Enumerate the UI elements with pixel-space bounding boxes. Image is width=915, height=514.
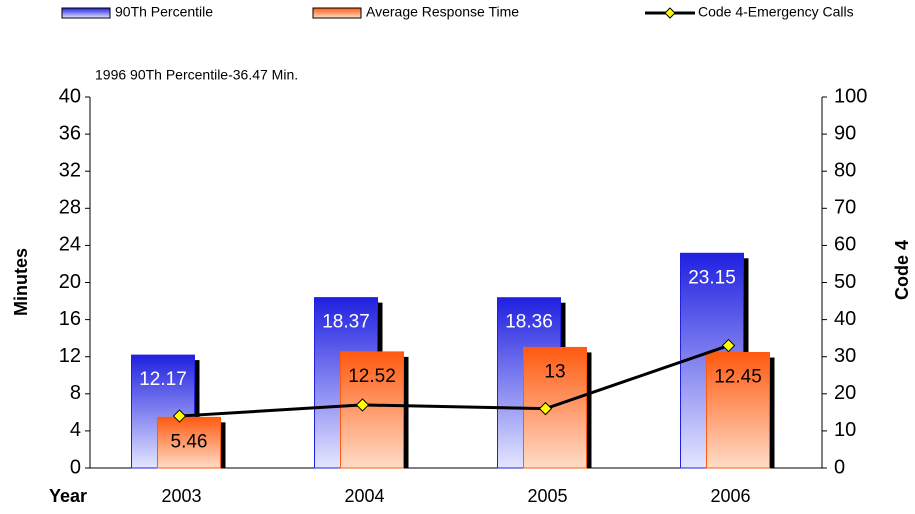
bar bbox=[157, 416, 221, 469]
y2-axis-title: Code 4 bbox=[892, 240, 912, 300]
y2-tick-label: 80 bbox=[834, 159, 856, 181]
legend-swatch bbox=[312, 7, 362, 19]
data-label: 5.46 bbox=[171, 431, 208, 452]
y2-tick-label: 40 bbox=[834, 308, 856, 330]
y2-tick-label: 60 bbox=[834, 234, 856, 256]
data-label: 23.15 bbox=[688, 267, 736, 288]
data-label: 12.52 bbox=[348, 366, 396, 387]
y-tick-label: 36 bbox=[59, 122, 81, 144]
y2-tick-label: 100 bbox=[834, 85, 867, 107]
y2-tick-label: 0 bbox=[834, 456, 845, 478]
y2-tick-label: 10 bbox=[834, 419, 856, 441]
line-marker bbox=[355, 398, 370, 412]
data-label: 18.36 bbox=[505, 312, 553, 333]
y-tick-label: 12 bbox=[59, 345, 81, 367]
x-tick-label: 2005 bbox=[527, 486, 567, 506]
y2-tick-label: 20 bbox=[834, 382, 856, 404]
y-axis-title: Minutes bbox=[11, 248, 31, 316]
bar bbox=[706, 352, 770, 469]
y2-tick-label: 90 bbox=[834, 122, 856, 144]
x-tick-label: 2004 bbox=[344, 486, 384, 506]
y-tick-label: 24 bbox=[59, 234, 81, 256]
legend-label: Code 4-Emergency Calls bbox=[698, 4, 854, 20]
line-marker bbox=[721, 338, 736, 353]
data-label: 18.37 bbox=[322, 312, 370, 333]
y-tick-label: 8 bbox=[70, 382, 81, 404]
line-marker bbox=[172, 409, 187, 423]
line-marker bbox=[538, 401, 553, 416]
x-tick-label: 2003 bbox=[161, 486, 201, 506]
data-label: 12.45 bbox=[714, 367, 762, 388]
y2-tick-label: 30 bbox=[834, 345, 856, 367]
y2-tick-label: 50 bbox=[834, 271, 856, 293]
line bbox=[179, 344, 729, 418]
y-tick-label: 16 bbox=[59, 308, 81, 330]
y-tick-label: 40 bbox=[59, 85, 81, 107]
x-tick-label: 2006 bbox=[710, 486, 750, 506]
y-tick-label: 20 bbox=[59, 271, 81, 293]
y-tick-label: 32 bbox=[59, 159, 81, 181]
y-tick-label: 28 bbox=[59, 197, 81, 219]
annotation: 1996 90Th Percentile-36.47 Min. bbox=[95, 67, 298, 83]
y-tick-label: 0 bbox=[70, 456, 81, 478]
x-axis-title: Year bbox=[49, 486, 87, 506]
legend-swatch bbox=[61, 7, 111, 19]
legend-label: Average Response Time bbox=[366, 4, 519, 20]
bar bbox=[340, 351, 404, 469]
y2-tick-label: 70 bbox=[834, 197, 856, 219]
data-label: 12.17 bbox=[139, 369, 187, 390]
data-label: 13 bbox=[544, 361, 565, 382]
legend-label: 90Th Percentile bbox=[115, 4, 213, 20]
legend-swatch-marker bbox=[664, 7, 676, 19]
y-tick-label: 4 bbox=[70, 419, 81, 441]
